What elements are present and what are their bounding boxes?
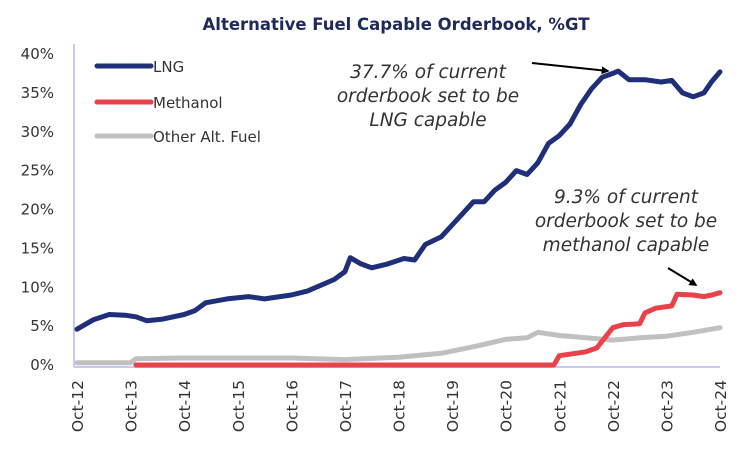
annotation-text: orderbook set to be xyxy=(535,211,717,232)
x-tick-label: Oct-21 xyxy=(551,380,569,432)
x-tick-label: Oct-14 xyxy=(176,380,194,432)
x-tick-label: Oct-22 xyxy=(605,380,623,432)
legend-label: Methanol xyxy=(153,94,223,112)
annotation-text: orderbook set to be xyxy=(337,86,519,107)
y-tick-label: 15% xyxy=(21,239,54,257)
y-tick-label: 35% xyxy=(21,84,54,102)
legend-item: LNG xyxy=(94,58,184,76)
x-tick-label: Oct-20 xyxy=(498,380,516,432)
annotations: 37.7% of current orderbook set to be LNG c… xyxy=(337,62,717,286)
y-axis: 0% 5% 10% 15% 20% 25% 30% 35% 40% xyxy=(21,44,75,374)
chart-title: Alternative Fuel Capable Orderbook, %GT xyxy=(203,15,591,34)
legend-item: Methanol xyxy=(94,94,223,112)
y-tick-label: 20% xyxy=(21,201,54,219)
legend-label: Other Alt. Fuel xyxy=(153,128,261,146)
x-tick-label: Oct-19 xyxy=(444,380,462,432)
x-axis: Oct-12 Oct-13 Oct-14 Oct-15 Oct-16 Oct-17 Oct-… xyxy=(69,366,730,432)
x-tick-label: Oct-12 xyxy=(69,380,87,432)
y-tick-label: 10% xyxy=(21,278,54,296)
x-tick-label: Oct-17 xyxy=(337,380,355,432)
x-tick-label: Oct-13 xyxy=(123,380,141,432)
legend: LNG Methanol Other Alt. Fuel xyxy=(94,58,261,146)
series-line-other-alt-fuel xyxy=(74,325,723,366)
annotation-text: 37.7% of current xyxy=(350,62,507,83)
x-tick-label: Oct-16 xyxy=(283,380,301,432)
legend-item: Other Alt. Fuel xyxy=(94,128,261,146)
x-tick-label: Oct-15 xyxy=(230,380,248,432)
legend-label: LNG xyxy=(153,58,184,76)
y-tick-label: 5% xyxy=(30,317,54,335)
series-layer xyxy=(74,68,723,368)
annotation-lng: 37.7% of current orderbook set to be LNG c… xyxy=(337,62,610,131)
annotation-arrow xyxy=(531,62,610,75)
annotation-methanol: 9.3% of current orderbook set to be methan… xyxy=(535,187,717,286)
x-tick-label: Oct-23 xyxy=(658,380,676,432)
series-line-methanol xyxy=(133,290,723,368)
y-tick-label: 30% xyxy=(21,123,54,141)
annotation-text: 9.3% of current xyxy=(554,187,699,208)
x-tick-label: Oct-24 xyxy=(712,380,730,432)
y-tick-label: 25% xyxy=(21,162,54,180)
annotation-text: methanol capable xyxy=(543,235,710,256)
y-tick-label: 40% xyxy=(21,45,54,63)
annotation-arrow xyxy=(667,267,698,286)
y-tick-label: 0% xyxy=(30,356,54,374)
x-tick-label: Oct-18 xyxy=(391,380,409,432)
annotation-text: LNG capable xyxy=(369,110,486,131)
